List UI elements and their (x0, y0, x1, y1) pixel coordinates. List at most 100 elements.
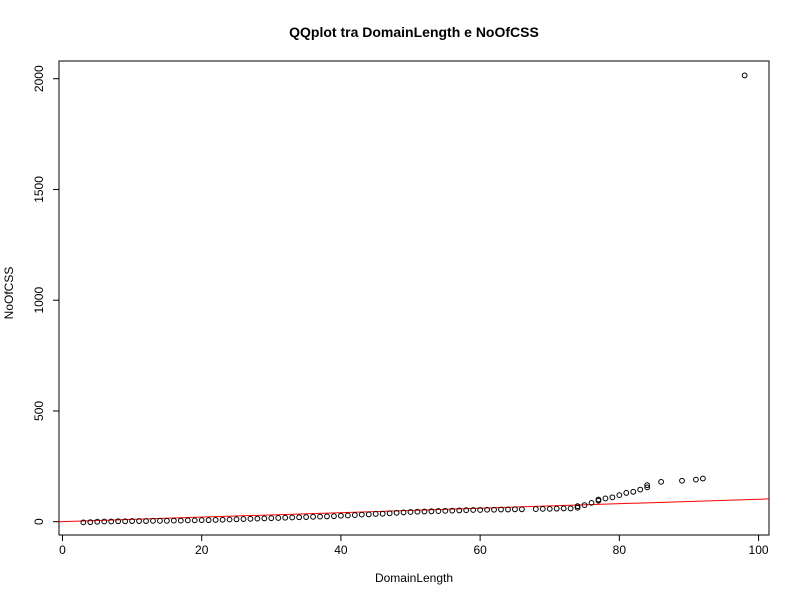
data-point (400, 509, 407, 516)
chart-title: QQplot tra DomainLength e NoOfCSS (289, 24, 539, 40)
data-point (616, 492, 623, 499)
data-point (101, 518, 108, 525)
data-point (693, 476, 699, 483)
data-point (331, 513, 337, 520)
data-point (644, 482, 651, 489)
data-point (553, 505, 560, 512)
data-point (386, 510, 393, 517)
data-point (470, 507, 477, 513)
y-tick-label: 500 (32, 401, 46, 421)
data-point (150, 517, 156, 524)
data-point (268, 515, 275, 522)
data-point (539, 505, 546, 512)
x-axis-label: DomainLength (375, 571, 453, 585)
data-point (129, 518, 135, 524)
data-point (275, 515, 282, 521)
data-point (546, 505, 553, 512)
data-point (157, 517, 163, 524)
x-tick-label: 0 (59, 543, 66, 557)
data-point (588, 499, 595, 506)
data-point (498, 506, 504, 513)
data-point (240, 516, 247, 522)
data-point (435, 508, 442, 514)
x-tick-label: 100 (749, 543, 769, 557)
data-point (310, 513, 316, 520)
data-point (143, 518, 149, 524)
data-point (602, 495, 609, 502)
y-axis-label: NoOfCSS (2, 267, 16, 320)
data-point (658, 478, 665, 485)
data-point (115, 518, 122, 525)
data-point (344, 512, 351, 519)
data-point (393, 509, 400, 516)
data-point (80, 519, 87, 526)
y-tick-label: 2000 (32, 65, 46, 92)
data-point (532, 506, 539, 512)
data-point (518, 506, 525, 513)
data-point (414, 508, 421, 515)
data-point (379, 510, 386, 517)
data-point (184, 517, 191, 524)
data-point (261, 515, 268, 522)
data-point (317, 513, 323, 520)
data-point (136, 518, 142, 524)
plot-frame (58, 60, 770, 536)
x-tick-label: 40 (334, 543, 348, 557)
data-point (679, 477, 685, 484)
data-point (87, 519, 94, 526)
data-point (163, 517, 170, 524)
data-point (351, 512, 358, 518)
data-point (407, 509, 414, 515)
data-point (289, 514, 296, 521)
data-point (609, 494, 616, 501)
data-point (560, 505, 567, 512)
data-point (233, 516, 240, 523)
data-point (637, 486, 644, 493)
x-axis: 0 20 40 60 80 100 (59, 535, 769, 557)
data-point (212, 517, 219, 523)
data-point (630, 488, 637, 495)
data-point (226, 516, 233, 523)
y-tick-label: 0 (32, 518, 46, 525)
data-point (449, 507, 456, 514)
x-tick-label: 60 (473, 543, 487, 557)
data-point (108, 518, 115, 525)
data-point (623, 490, 630, 496)
qq-reference-line (58, 498, 770, 523)
data-point (741, 72, 748, 79)
data-point (442, 507, 449, 514)
data-point (512, 506, 518, 513)
data-point (581, 502, 588, 508)
reference-line-group (58, 498, 770, 523)
data-point (372, 511, 379, 517)
data-point (324, 513, 330, 520)
data-point (574, 503, 581, 510)
data-point (567, 505, 574, 512)
data-point (177, 517, 184, 524)
data-point (191, 517, 198, 524)
data-point (428, 508, 435, 515)
data-point (282, 514, 289, 521)
data-point (205, 517, 212, 524)
data-points (80, 72, 748, 526)
data-point (303, 514, 310, 520)
data-point (365, 511, 372, 518)
data-point (484, 506, 490, 513)
data-point (338, 512, 344, 519)
data-point (254, 515, 261, 522)
data-point (296, 514, 303, 521)
x-tick-label: 20 (195, 543, 209, 557)
data-point (505, 506, 511, 513)
data-point (219, 516, 226, 523)
data-point (94, 518, 101, 525)
data-point (247, 515, 254, 522)
y-tick-label: 1000 (32, 287, 46, 314)
data-point (595, 496, 602, 503)
data-point (170, 517, 177, 524)
x-tick-label: 80 (613, 543, 627, 557)
y-tick-label: 1500 (32, 176, 46, 203)
data-point (644, 484, 651, 491)
data-point (477, 507, 484, 513)
